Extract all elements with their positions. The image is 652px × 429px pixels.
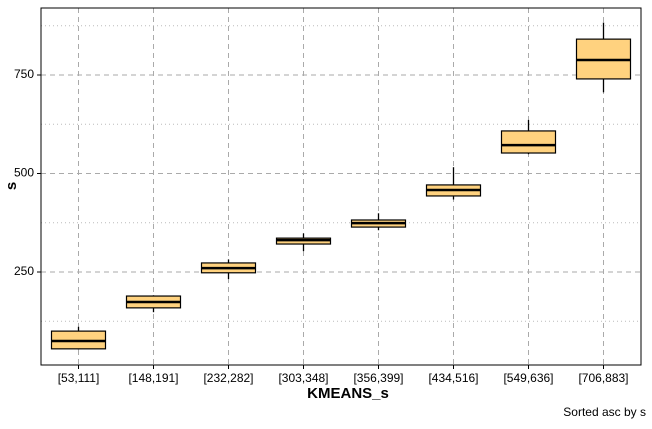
box xyxy=(500,130,557,154)
x-tick-label: [303,348] xyxy=(278,371,328,385)
y-axis-label: s xyxy=(3,182,20,190)
x-tick-label: [356,399] xyxy=(353,371,403,385)
y-tick-label: 250 xyxy=(14,264,34,278)
x-tick-label: [549,636] xyxy=(503,371,553,385)
x-tick-label: [706,883] xyxy=(578,371,628,385)
caption: Sorted asc by s xyxy=(563,405,646,419)
y-tick-label: 750 xyxy=(14,67,34,81)
x-tick-label: [53,111] xyxy=(58,371,100,385)
x-tick-label: [148,191] xyxy=(128,371,178,385)
x-tick-label: [232,282] xyxy=(203,371,253,385)
x-tick-label: [434,516] xyxy=(428,371,478,385)
plot-border xyxy=(40,7,642,366)
x-axis-label: KMEANS_s xyxy=(307,385,389,402)
y-tick-label: 500 xyxy=(14,166,34,180)
